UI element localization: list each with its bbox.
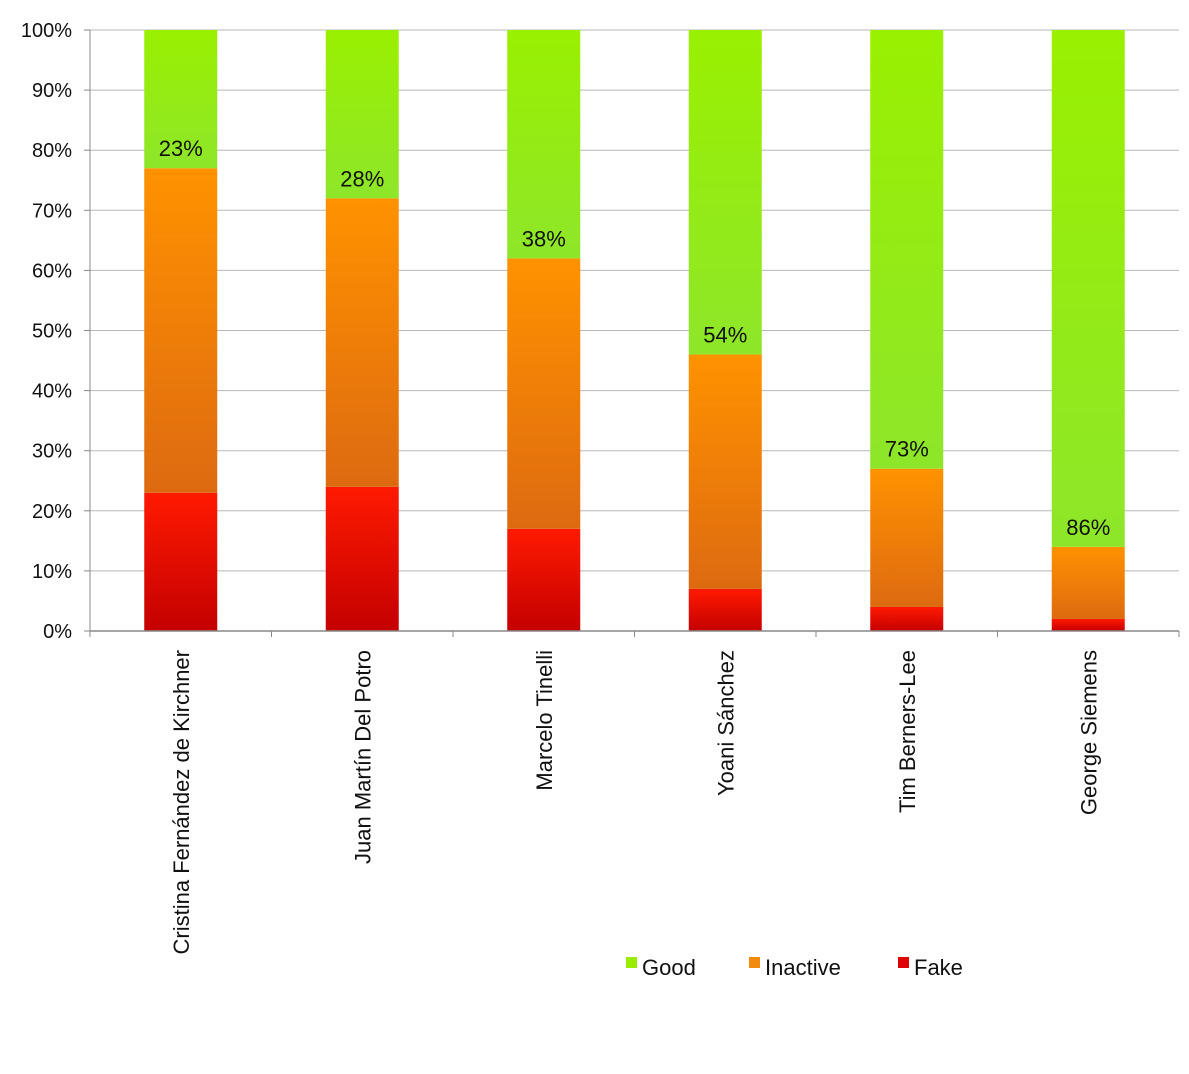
- legend-swatch-inactive: [749, 957, 760, 968]
- y-tick-label: 20%: [32, 501, 72, 523]
- bar-segment-good: [325, 30, 399, 199]
- bar-segment-good: [507, 30, 581, 259]
- bar-segment-fake: [325, 486, 399, 631]
- y-tick-label: 100%: [21, 20, 72, 42]
- y-tick-label: 40%: [32, 381, 72, 403]
- x-tick-label: Yoani Sánchez: [713, 650, 738, 796]
- bar-segment-fake: [688, 588, 762, 631]
- legend-label: Fake: [914, 955, 963, 980]
- x-tick-label: Tim Berners-Lee: [895, 650, 920, 813]
- x-tick-label: George Siemens: [1076, 650, 1101, 815]
- bars: [144, 30, 1125, 631]
- y-tick-label: 10%: [32, 561, 72, 583]
- legend: Good Inactive Fake: [626, 955, 963, 980]
- bar-segment-fake: [870, 606, 944, 631]
- y-tick-label: 90%: [32, 80, 72, 102]
- legend-label: Inactive: [765, 955, 841, 980]
- bar-segment-good: [1051, 30, 1125, 547]
- data-label: 38%: [522, 226, 566, 251]
- data-label: 28%: [340, 166, 384, 191]
- bar-segment-inactive: [870, 468, 944, 607]
- bar-segment-inactive: [144, 168, 218, 493]
- bar-segment-inactive: [507, 258, 581, 529]
- bar-segment-inactive: [1051, 546, 1125, 619]
- data-label: 23%: [159, 136, 203, 161]
- bar-segment-fake: [507, 528, 581, 631]
- data-label: 73%: [885, 437, 929, 462]
- y-tick-label: 70%: [32, 200, 72, 222]
- y-tick-label: 50%: [32, 321, 72, 343]
- data-label: 54%: [703, 323, 747, 348]
- bar-segment-good: [144, 30, 218, 169]
- legend-swatch-fake: [898, 957, 909, 968]
- bar-segment-fake: [144, 492, 218, 631]
- y-tick-label: 80%: [32, 140, 72, 162]
- bar-segment-fake: [1051, 618, 1125, 631]
- gridlines: [90, 29, 1179, 632]
- axes: [84, 29, 1180, 637]
- x-tick-label: Juan Martín Del Potro: [350, 650, 375, 864]
- x-tick-label: Marcelo Tinelli: [532, 650, 557, 791]
- bar-segment-good: [688, 30, 762, 355]
- bar-segment-good: [870, 30, 944, 469]
- legend-label: Good: [642, 955, 696, 980]
- labels: 0% 10% 20% 30% 40% 50% 60% 70% 80% 90% 100% 23% Cris…: [21, 20, 1110, 954]
- y-tick-label: 30%: [32, 441, 72, 463]
- y-tick-label: 60%: [32, 260, 72, 282]
- legend-swatch-good: [626, 957, 637, 968]
- x-tick-label: Cristina Fernández de Kirchner: [169, 650, 194, 954]
- data-label: 86%: [1066, 515, 1110, 540]
- bar-segment-inactive: [688, 354, 762, 589]
- bar-segment-inactive: [325, 198, 399, 487]
- y-tick-label: 0%: [43, 621, 72, 643]
